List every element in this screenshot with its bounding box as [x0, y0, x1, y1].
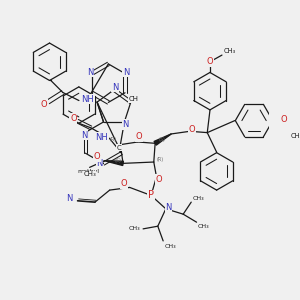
- Text: CH₃: CH₃: [223, 48, 236, 54]
- Text: CH₃: CH₃: [290, 133, 300, 139]
- Polygon shape: [154, 134, 171, 145]
- Text: O: O: [280, 115, 287, 124]
- Polygon shape: [104, 161, 123, 166]
- Text: CH₃: CH₃: [129, 226, 140, 231]
- Text: C: C: [116, 145, 121, 151]
- Text: methyl: methyl: [77, 169, 99, 174]
- Text: O: O: [41, 100, 47, 109]
- Text: N: N: [123, 68, 130, 77]
- Text: N: N: [122, 120, 129, 129]
- Text: N: N: [112, 83, 119, 92]
- Text: CH₃: CH₃: [193, 196, 204, 201]
- Text: (R): (R): [157, 157, 164, 162]
- Text: N: N: [66, 194, 72, 203]
- Text: CH₃: CH₃: [198, 224, 209, 229]
- Text: N: N: [87, 68, 94, 77]
- Text: (R): (R): [110, 136, 117, 142]
- Text: O: O: [94, 152, 100, 161]
- Text: O: O: [156, 175, 162, 184]
- Text: CH: CH: [128, 96, 139, 102]
- Text: N: N: [96, 159, 103, 168]
- Text: O: O: [136, 132, 142, 141]
- Text: O: O: [207, 57, 213, 66]
- Text: (S): (S): [114, 158, 121, 163]
- Text: P: P: [148, 190, 154, 200]
- Text: NH: NH: [82, 95, 94, 104]
- Text: N: N: [165, 203, 172, 212]
- Text: CH₃: CH₃: [83, 171, 96, 177]
- Text: O: O: [70, 114, 77, 123]
- Text: CH₃: CH₃: [164, 244, 176, 249]
- Text: N: N: [81, 130, 87, 140]
- Text: O: O: [189, 125, 195, 134]
- Text: NH: NH: [95, 133, 108, 142]
- Text: O: O: [120, 179, 127, 188]
- Text: (S): (S): [158, 136, 165, 142]
